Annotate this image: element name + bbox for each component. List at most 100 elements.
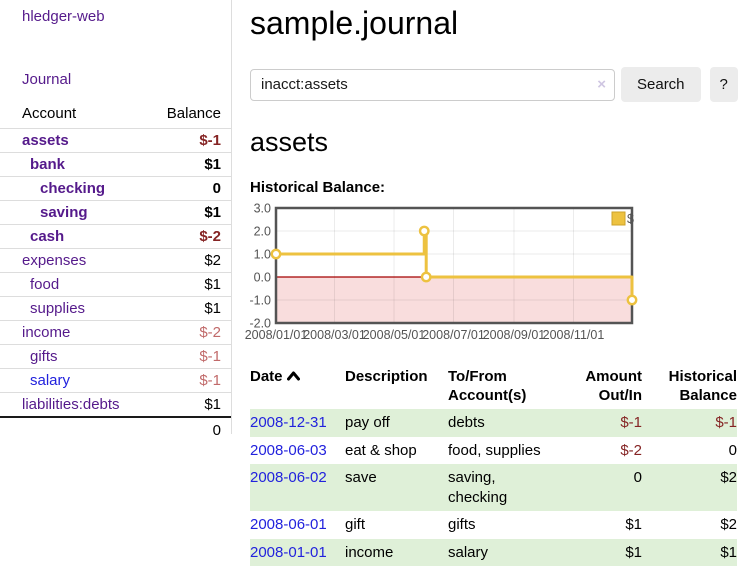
account-row: food $1 [0, 272, 231, 297]
account-link-bank[interactable]: bank [30, 156, 66, 173]
transaction-accounts: salary [448, 543, 489, 561]
account-balance: $1 [150, 296, 231, 321]
clear-search-icon[interactable]: × [597, 75, 606, 93]
transaction-accounts: gifts [448, 516, 476, 534]
accounts-total-row: 0 [0, 416, 231, 443]
transaction-description: gift [345, 516, 366, 534]
account-link-cash[interactable]: cash [30, 228, 65, 245]
transaction-amount: $-2 [620, 441, 642, 459]
account-link-assets[interactable]: assets [22, 132, 69, 149]
sort-ascending-icon [286, 367, 300, 386]
svg-text:1.0: 1.0 [254, 248, 271, 262]
register-header-balance: Historical Balance [668, 368, 737, 405]
transaction-date-link[interactable]: 2008-06-01 [250, 516, 327, 534]
register-header-date[interactable]: Date [250, 365, 345, 409]
transaction-description: income [345, 543, 394, 561]
svg-text:2008/05/01: 2008/05/01 [363, 328, 426, 342]
help-button[interactable]: ? [709, 67, 738, 103]
transaction-balance: 0 [728, 441, 737, 459]
balance-chart-container: $3.0 2.0 1.0 0.0 -1.0 -2.0 2008/01/01 2008/03/0… [245, 202, 738, 346]
account-link-food[interactable]: food [30, 276, 60, 293]
page-title: sample.journal [250, 5, 459, 41]
main-content: sample.journal × Search ? assets Histori… [232, 0, 742, 567]
account-link-supplies[interactable]: supplies [30, 300, 86, 317]
account-row: saving $1 [0, 200, 231, 225]
svg-text:2008/07/01: 2008/07/01 [422, 328, 485, 342]
chart-heading: Historical Balance: [250, 179, 386, 197]
account-row: gifts $-1 [0, 344, 231, 369]
account-balance: $1 [150, 200, 231, 225]
svg-text:2008/11/01: 2008/11/01 [543, 328, 605, 342]
register-row: 2008-06-02 save saving, checking 0 $2 [250, 464, 737, 512]
account-balance: $-2 [150, 320, 231, 345]
sidebar-item-journal[interactable]: Journal [22, 71, 72, 88]
account-row: checking 0 [0, 176, 231, 201]
account-row: salary $-1 [0, 368, 231, 393]
transaction-accounts: food, supplies [448, 441, 541, 459]
transaction-amount: $-1 [620, 414, 642, 432]
account-balance: $2 [150, 248, 231, 273]
search-button[interactable]: Search [621, 67, 701, 103]
accounts-header-account: Account [0, 101, 151, 129]
svg-text:2008/09/01: 2008/09/01 [483, 328, 546, 342]
register-row: 2008-01-01 income salary $1 $1 [250, 538, 737, 567]
account-balance: $1 [150, 392, 231, 418]
transaction-date-link[interactable]: 2008-12-31 [250, 414, 327, 432]
svg-text:$: $ [627, 212, 634, 226]
transaction-date-link[interactable]: 2008-01-01 [250, 543, 327, 561]
app-title-link[interactable]: hledger-web [22, 8, 105, 25]
register-header-description: Description [345, 368, 428, 386]
register-table: Date Description To/From Account(s) Amou… [250, 365, 737, 567]
app: hledger-web Journal Account Balance asse… [0, 0, 742, 567]
transaction-accounts: saving, checking [448, 469, 508, 506]
svg-text:2008/01/01: 2008/01/01 [245, 328, 308, 342]
svg-text:-1.0: -1.0 [249, 294, 271, 308]
transaction-description: pay off [345, 414, 390, 432]
sidebar: hledger-web Journal Account Balance asse… [0, 0, 232, 443]
register-tbody: 2008-12-31 pay off debts $-1 $-1 2008-06-03 ea… [250, 409, 737, 567]
svg-text:2.0: 2.0 [254, 225, 271, 239]
account-row: expenses $2 [0, 248, 231, 273]
svg-text:-2.0: -2.0 [249, 317, 271, 331]
search-bar: × Search ? [250, 67, 738, 103]
register-row: 2008-06-01 gift gifts $1 $2 [250, 511, 737, 539]
account-balance: $-1 [150, 368, 231, 393]
account-row: liabilities:debts $1 [0, 392, 231, 418]
account-balance: $-1 [150, 344, 231, 369]
account-link-salary[interactable]: salary [30, 372, 71, 389]
account-balance: 0 [150, 176, 231, 201]
account-row: income $-2 [0, 320, 231, 345]
transaction-date-link[interactable]: 2008-06-03 [250, 441, 327, 459]
register-header-accounts: To/From Account(s) [448, 368, 527, 405]
account-link-checking[interactable]: checking [40, 180, 106, 197]
svg-text:0.0: 0.0 [254, 271, 271, 285]
account-row: assets $-1 [0, 128, 231, 153]
register-row: 2008-06-03 eat & shop food, supplies $-2 0 [250, 437, 737, 465]
transaction-balance: $2 [720, 516, 737, 534]
balance-chart: $3.0 2.0 1.0 0.0 -1.0 -2.02008/01/012008/03/0… [245, 202, 638, 342]
transaction-amount: $1 [625, 543, 642, 561]
account-link-saving[interactable]: saving [40, 204, 88, 221]
transaction-amount: 0 [633, 469, 642, 487]
account-link-income[interactable]: income [22, 324, 71, 341]
transaction-balance: $1 [720, 543, 737, 561]
account-link-expenses[interactable]: expenses [22, 252, 87, 269]
accounts-total-value: 0 [0, 416, 231, 443]
account-balance: $1 [150, 152, 231, 177]
search-input[interactable] [250, 68, 615, 101]
register-row: 2008-12-31 pay off debts $-1 $-1 [250, 409, 737, 437]
accounts-table: Account Balance assets $-1 bank $1 checking 0… [0, 101, 231, 443]
transaction-balance: $2 [720, 469, 737, 487]
transaction-description: save [345, 469, 377, 487]
account-balance: $-1 [150, 128, 231, 153]
accounts-tbody: assets $-1 bank $1 checking 0 saving $1 cash $-2 e… [0, 128, 231, 418]
accounts-header-balance: Balance [150, 101, 231, 129]
transaction-date-link[interactable]: 2008-06-02 [250, 469, 327, 487]
account-row: cash $-2 [0, 224, 231, 249]
transaction-accounts: debts [448, 414, 485, 432]
account-balance: $1 [150, 272, 231, 297]
account-balance: $-2 [150, 224, 231, 249]
svg-text:2008/03/01: 2008/03/01 [303, 328, 366, 342]
account-link-gifts[interactable]: gifts [30, 348, 58, 365]
account-link-liabilities-debts[interactable]: liabilities:debts [22, 396, 120, 413]
